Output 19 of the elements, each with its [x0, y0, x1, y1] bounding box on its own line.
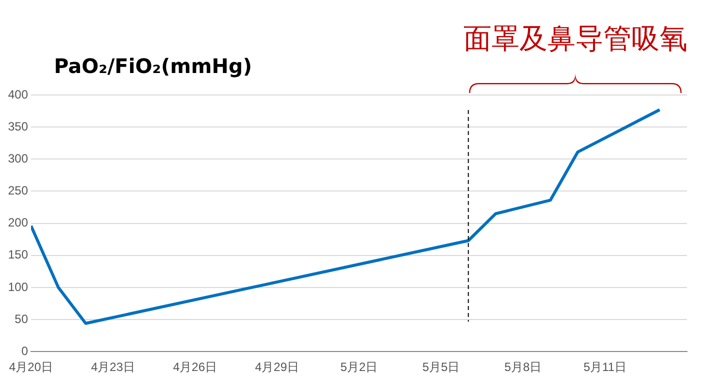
text: 面罩及鼻导管吸氧: [464, 21, 688, 57]
y-tick-label: 250: [8, 184, 28, 198]
y-tick-label: 50: [14, 312, 28, 326]
x-tick-label: 4月20日: [9, 360, 54, 374]
x-tick-label: 5月8日: [504, 360, 542, 374]
y-tick-label: 200: [8, 216, 28, 230]
x-tick-label: 5月2日: [340, 360, 378, 374]
x-tick-label: 5月5日: [422, 360, 460, 374]
y-tick-label: 400: [8, 87, 28, 102]
x-tick-label: 4月29日: [255, 360, 300, 374]
x-tick-label: 5月11日: [583, 360, 627, 374]
x-tick-label: 4月23日: [91, 360, 136, 374]
y-tick-label: 150: [8, 248, 28, 262]
x-tick-label: 4月26日: [173, 360, 218, 374]
y-tick-label: 100: [8, 280, 28, 294]
y-tick-label: 0: [21, 344, 28, 358]
y-tick-label: 350: [8, 119, 28, 134]
y-tick-label: 300: [8, 151, 28, 166]
chart-title: PaO₂/FiO₂(mmHg): [54, 54, 252, 78]
